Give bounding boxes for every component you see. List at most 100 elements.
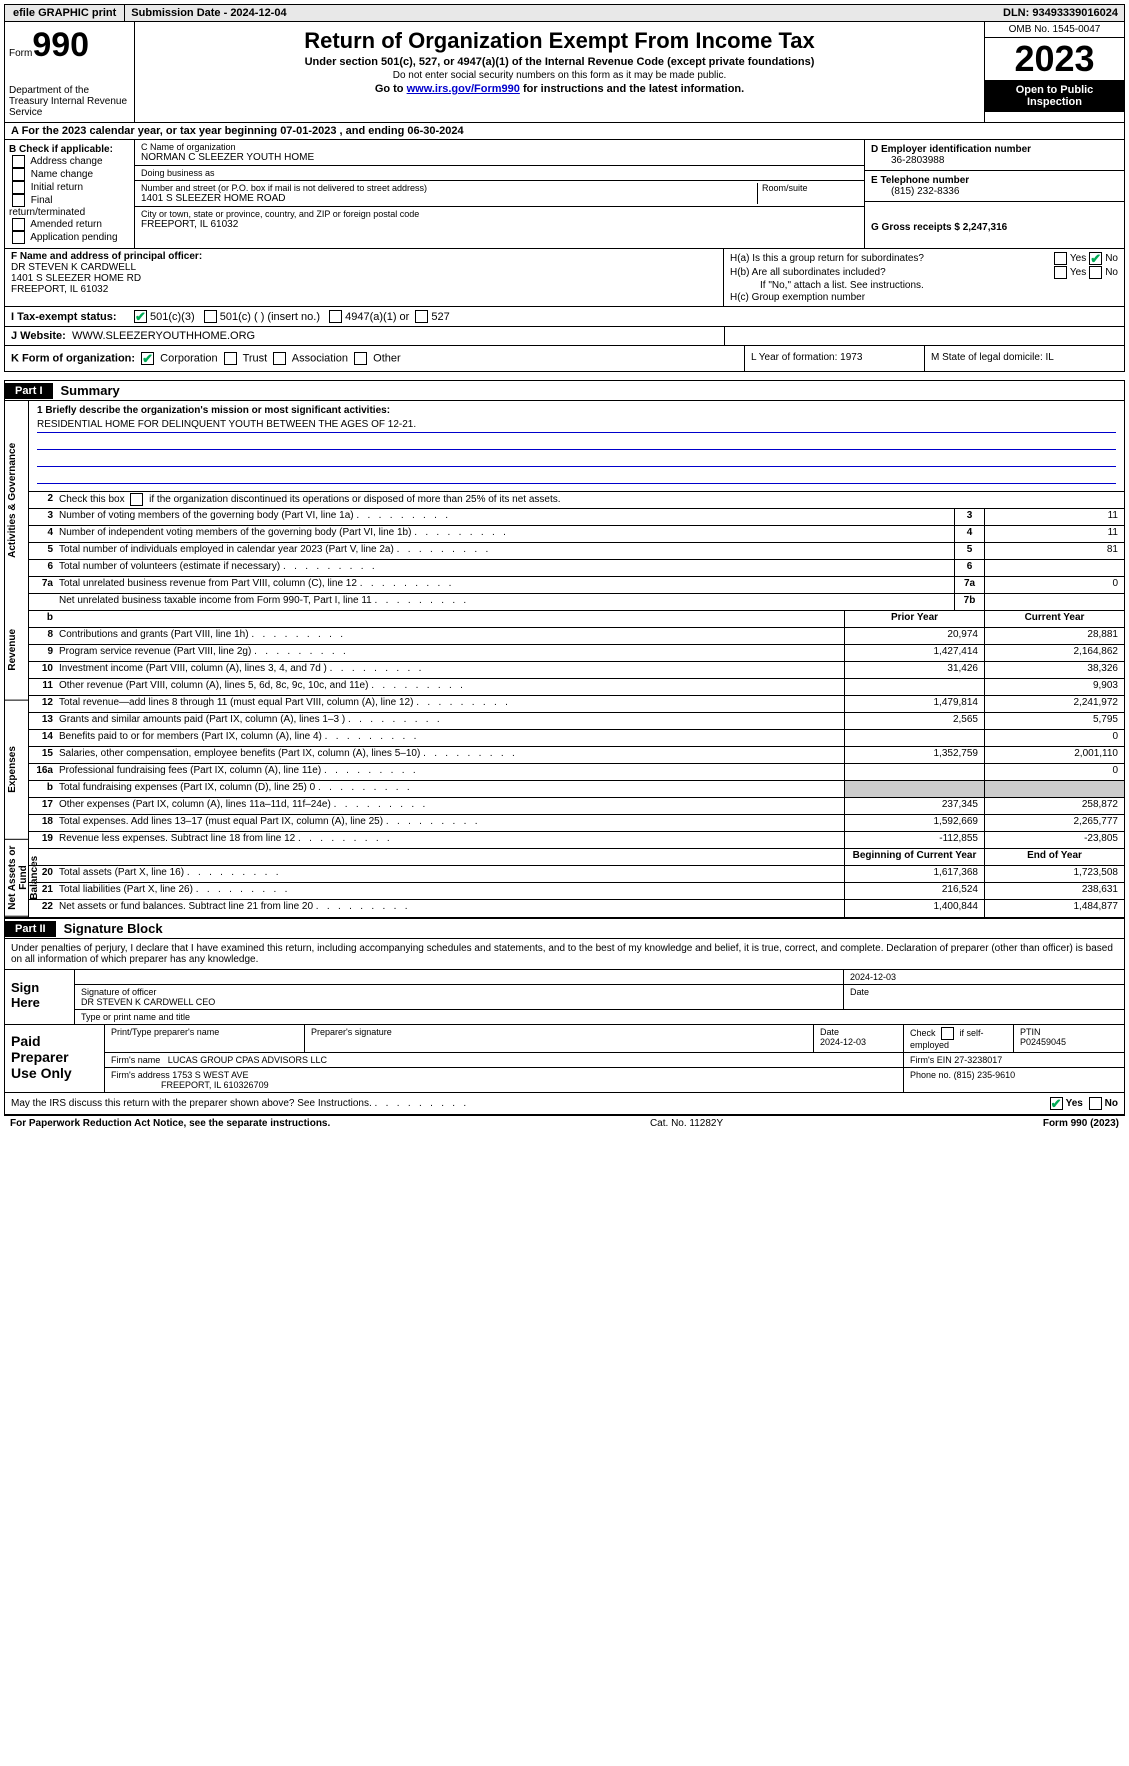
section-b-title: B Check if applicable: bbox=[9, 144, 130, 155]
hb-yes-chk[interactable] bbox=[1054, 266, 1067, 279]
dba-label: Doing business as bbox=[141, 168, 858, 178]
irs-link[interactable]: www.irs.gov/Form990 bbox=[407, 83, 520, 95]
firm-phone: (815) 235-9610 bbox=[954, 1070, 1016, 1080]
chk-trust[interactable] bbox=[224, 352, 237, 365]
line-desc: Investment income (Part VIII, column (A)… bbox=[57, 662, 844, 678]
chk-527[interactable] bbox=[415, 310, 428, 323]
firm-phone-label: Phone no. bbox=[910, 1070, 951, 1080]
chk-address-change[interactable]: Address change bbox=[9, 155, 130, 168]
line-desc: Contributions and grants (Part VIII, lin… bbox=[57, 628, 844, 644]
vtab-governance: Activities & Governance bbox=[5, 401, 28, 600]
line-desc: Other revenue (Part VIII, column (A), li… bbox=[57, 679, 844, 695]
current-year-val: 5,795 bbox=[984, 713, 1124, 729]
header-title-box: Return of Organization Exempt From Incom… bbox=[135, 22, 984, 122]
discuss-no-chk[interactable] bbox=[1089, 1097, 1102, 1110]
prep-date: 2024-12-03 bbox=[820, 1037, 866, 1047]
room-label: Room/suite bbox=[762, 183, 858, 193]
prior-year-val bbox=[844, 781, 984, 797]
prior-year-val bbox=[844, 679, 984, 695]
chk-corp[interactable] bbox=[141, 352, 154, 365]
form-link-line: Go to www.irs.gov/Form990 for instructio… bbox=[145, 83, 974, 95]
chk-501c3[interactable] bbox=[134, 310, 147, 323]
current-year-val bbox=[984, 781, 1124, 797]
line-desc: Number of voting members of the governin… bbox=[57, 509, 954, 525]
chk-4947[interactable] bbox=[329, 310, 342, 323]
tax-year: 2023 bbox=[985, 38, 1124, 80]
prior-year-val: 1,592,669 bbox=[844, 815, 984, 831]
line-num: 11 bbox=[29, 679, 57, 695]
line-desc: Total revenue—add lines 8 through 11 (mu… bbox=[57, 696, 844, 712]
year-formation: L Year of formation: 1973 bbox=[744, 346, 924, 371]
chk-name-change[interactable]: Name change bbox=[9, 168, 130, 181]
current-year-val: 28,881 bbox=[984, 628, 1124, 644]
cell bbox=[57, 611, 844, 627]
line-desc: Total number of individuals employed in … bbox=[57, 543, 954, 559]
chk-app-pending[interactable]: Application pending bbox=[9, 231, 130, 244]
line2-desc: Check this box if the organization disco… bbox=[57, 492, 1124, 508]
line-desc: Total liabilities (Part X, line 26) bbox=[57, 883, 844, 899]
gross-receipts: G Gross receipts $ 2,247,316 bbox=[871, 222, 1118, 233]
current-year-val: 2,265,777 bbox=[984, 815, 1124, 831]
firm-addr-label: Firm's address bbox=[111, 1070, 170, 1080]
prep-ptin: P02459045 bbox=[1020, 1037, 1066, 1047]
current-year-val: -23,805 bbox=[984, 832, 1124, 848]
sign-here-label: Sign Here bbox=[5, 970, 75, 1024]
line-num: 6 bbox=[29, 560, 57, 576]
prior-year-val: 1,352,759 bbox=[844, 747, 984, 763]
phone-value: (815) 232-8336 bbox=[871, 186, 1118, 197]
current-year-val: 0 bbox=[984, 730, 1124, 746]
header-right-box: OMB No. 1545-0047 2023 Open to Public In… bbox=[984, 22, 1124, 122]
officer-name: DR STEVEN K CARDWELL bbox=[11, 262, 717, 273]
efile-print-btn[interactable]: efile GRAPHIC print bbox=[5, 5, 125, 21]
ha-no-chk[interactable] bbox=[1089, 252, 1102, 265]
part2-title: Signature Block bbox=[56, 919, 171, 938]
dln: DLN: 93493339016024 bbox=[997, 5, 1124, 21]
line-desc: Professional fundraising fees (Part IX, … bbox=[57, 764, 844, 780]
hb-no-chk[interactable] bbox=[1089, 266, 1102, 279]
line-num: 5 bbox=[29, 543, 57, 559]
signature-intro: Under penalties of perjury, I declare th… bbox=[4, 939, 1125, 970]
officer-addr1: 1401 S SLEEZER HOME RD bbox=[11, 273, 717, 284]
line-num: 19 bbox=[29, 832, 57, 848]
sig-officer-label: Signature of officer bbox=[81, 987, 837, 997]
current-year-val: 258,872 bbox=[984, 798, 1124, 814]
line-num: 17 bbox=[29, 798, 57, 814]
chk-501c[interactable] bbox=[204, 310, 217, 323]
line-desc: Net assets or fund balances. Subtract li… bbox=[57, 900, 844, 917]
part2-tag: Part II bbox=[5, 921, 56, 937]
sig-officer-name: DR STEVEN K CARDWELL CEO bbox=[81, 997, 837, 1007]
discuss-yes-chk[interactable] bbox=[1050, 1097, 1063, 1110]
line-box: 7a bbox=[954, 577, 984, 593]
sig-date-label: Date bbox=[844, 985, 1124, 1009]
line-desc: Total unrelated business revenue from Pa… bbox=[57, 577, 954, 593]
chk-amended[interactable]: Amended return bbox=[9, 218, 130, 231]
chk-assoc[interactable] bbox=[273, 352, 286, 365]
line-val: 81 bbox=[984, 543, 1124, 559]
officer-label: F Name and address of principal officer: bbox=[11, 251, 717, 262]
prep-h3: Date bbox=[820, 1027, 839, 1037]
prep-h4: Check if self-employed bbox=[910, 1028, 984, 1050]
chk-self-employed[interactable] bbox=[941, 1027, 954, 1040]
line-desc: Program service revenue (Part VIII, line… bbox=[57, 645, 844, 661]
chk-final-return[interactable]: Final return/terminated bbox=[9, 194, 130, 218]
omb-number: OMB No. 1545-0047 bbox=[985, 22, 1124, 38]
preparer-label: Paid Preparer Use Only bbox=[5, 1025, 105, 1092]
main-title: Return of Organization Exempt From Incom… bbox=[145, 28, 974, 54]
line-box: 5 bbox=[954, 543, 984, 559]
prior-year-val bbox=[844, 764, 984, 780]
subtitle-2: Do not enter social security numbers on … bbox=[145, 70, 974, 81]
street-label: Number and street (or P.O. box if mail i… bbox=[141, 183, 753, 193]
line-desc: Grants and similar amounts paid (Part IX… bbox=[57, 713, 844, 729]
ha-yes-chk[interactable] bbox=[1054, 252, 1067, 265]
chk-initial-return[interactable]: Initial return bbox=[9, 181, 130, 194]
vtab-revenue: Revenue bbox=[5, 600, 28, 701]
prior-year-val: 1,617,368 bbox=[844, 866, 984, 882]
chk-other[interactable] bbox=[354, 352, 367, 365]
prior-year-val: 20,974 bbox=[844, 628, 984, 644]
line-val: 0 bbox=[984, 577, 1124, 593]
prior-year-val: 2,565 bbox=[844, 713, 984, 729]
city-value: FREEPORT, IL 61032 bbox=[141, 219, 858, 230]
line-num: 14 bbox=[29, 730, 57, 746]
chk-discontinued[interactable] bbox=[130, 493, 143, 506]
form-id-box: Form990 Department of the Treasury Inter… bbox=[5, 22, 135, 122]
